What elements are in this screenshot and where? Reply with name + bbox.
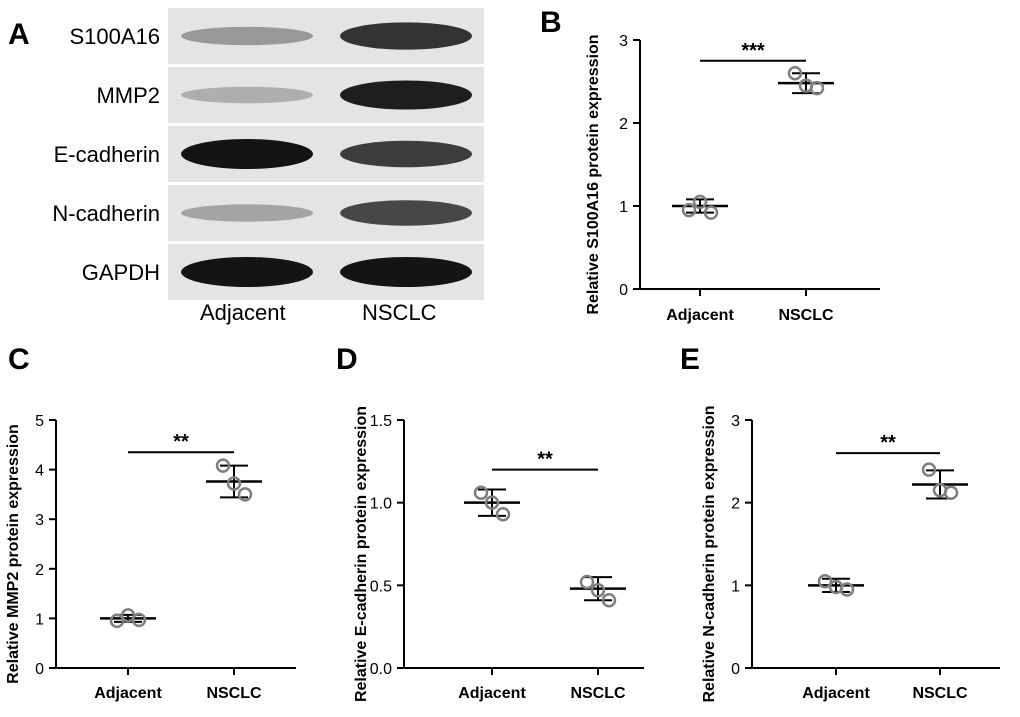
band: [340, 140, 472, 168]
band: [340, 257, 472, 287]
panel-letter-d: D: [336, 343, 358, 376]
data-point: [921, 462, 937, 477]
x-tick-label: NSCLC: [778, 307, 834, 324]
significance-label: ***: [741, 40, 765, 62]
data-point: [579, 574, 595, 590]
data-point: [495, 506, 511, 522]
significance-label: **: [537, 449, 553, 471]
y-tick-label: 0.5: [370, 578, 392, 595]
band-label: GAPDH: [81, 260, 160, 285]
lane-label-adjacent: Adjacent: [200, 300, 286, 325]
data-point: [590, 583, 606, 598]
y-tick-label: 1.0: [370, 496, 392, 513]
band: [181, 86, 313, 104]
data-point: [839, 582, 855, 597]
band: [181, 204, 313, 222]
panel-letter-a: A: [8, 18, 30, 51]
y-tick-label: 2: [35, 562, 44, 579]
y-tick-label: 0: [731, 661, 740, 678]
significance-label: **: [173, 431, 189, 453]
band: [340, 200, 472, 226]
band-label: E-cadherin: [53, 142, 160, 167]
y-tick-label: 2: [619, 116, 628, 133]
y-tick-label: 3: [619, 33, 628, 50]
blot-row-n-cadherin: N-cadherin: [52, 185, 484, 241]
data-point: [817, 573, 833, 589]
data-point: [109, 613, 125, 629]
data-point: [809, 80, 825, 96]
data-point: [226, 476, 242, 491]
y-tick-label: 3: [35, 512, 44, 529]
lane-label-nsclc: NSCLC: [362, 300, 437, 325]
y-tick-label: 2: [731, 496, 740, 513]
data-point: [237, 487, 253, 502]
panel-letter-e: E: [680, 343, 701, 376]
y-axis-label: Relative MMP2 protein expression: [5, 424, 22, 684]
panel-letter-b: B: [540, 6, 562, 39]
data-point: [131, 612, 147, 628]
blot-row-mmp2: MMP2: [96, 67, 484, 123]
band-label: S100A16: [69, 24, 160, 49]
band: [181, 139, 313, 169]
y-tick-label: 0: [619, 282, 628, 299]
y-tick-label: 1: [619, 199, 628, 216]
data-point: [692, 194, 708, 210]
blot-row-s100a16: S100A16: [69, 8, 484, 64]
y-tick-label: 5: [35, 413, 44, 430]
band: [181, 257, 313, 287]
x-tick-label: Adjacent: [802, 685, 870, 702]
blot-row-e-cadherin: E-cadherin: [54, 126, 484, 182]
significance-label: **: [880, 432, 896, 454]
band: [181, 26, 313, 46]
x-tick-label: Adjacent: [666, 307, 734, 324]
x-tick-label: Adjacent: [458, 685, 526, 702]
x-tick-label: NSCLC: [206, 685, 262, 702]
band: [340, 80, 472, 110]
blot-row-gapdh: GAPDH: [82, 244, 484, 300]
band-label: MMP2: [96, 83, 160, 108]
data-point: [473, 485, 489, 500]
x-tick-label: Adjacent: [94, 685, 162, 702]
data-point: [601, 592, 617, 608]
y-tick-label: 0: [35, 661, 44, 678]
data-point: [681, 202, 697, 218]
data-point: [484, 495, 500, 510]
data-point: [703, 205, 719, 220]
y-tick-label: 1.5: [370, 413, 392, 430]
data-point: [215, 458, 231, 473]
y-axis-label: Relative N-cadherin protein expression: [701, 406, 718, 703]
panel-letter-c: C: [8, 343, 30, 376]
y-tick-label: 1: [35, 611, 44, 628]
y-axis-label: Relative S100A16 protein expression: [585, 34, 602, 314]
y-tick-label: 0.0: [370, 661, 392, 678]
y-tick-label: 3: [731, 413, 740, 430]
x-tick-label: NSCLC: [912, 685, 968, 702]
y-tick-label: 1: [731, 578, 740, 595]
band-label: N-cadherin: [52, 201, 160, 226]
data-point: [787, 65, 803, 81]
x-tick-label: NSCLC: [570, 685, 626, 702]
y-axis-label: Relative E-cadherin protein expression: [353, 406, 370, 702]
y-tick-label: 4: [35, 463, 44, 480]
data-point: [943, 485, 959, 500]
band: [340, 22, 472, 50]
